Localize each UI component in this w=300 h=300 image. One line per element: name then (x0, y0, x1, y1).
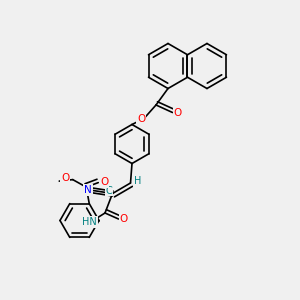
Text: N: N (84, 185, 92, 195)
Text: O: O (137, 113, 145, 124)
Text: O: O (120, 214, 128, 224)
Text: H: H (134, 176, 142, 186)
Text: O: O (61, 173, 69, 183)
Text: C: C (106, 185, 112, 196)
Text: O: O (174, 107, 182, 118)
Text: HN: HN (82, 217, 97, 227)
Text: O: O (100, 177, 108, 187)
